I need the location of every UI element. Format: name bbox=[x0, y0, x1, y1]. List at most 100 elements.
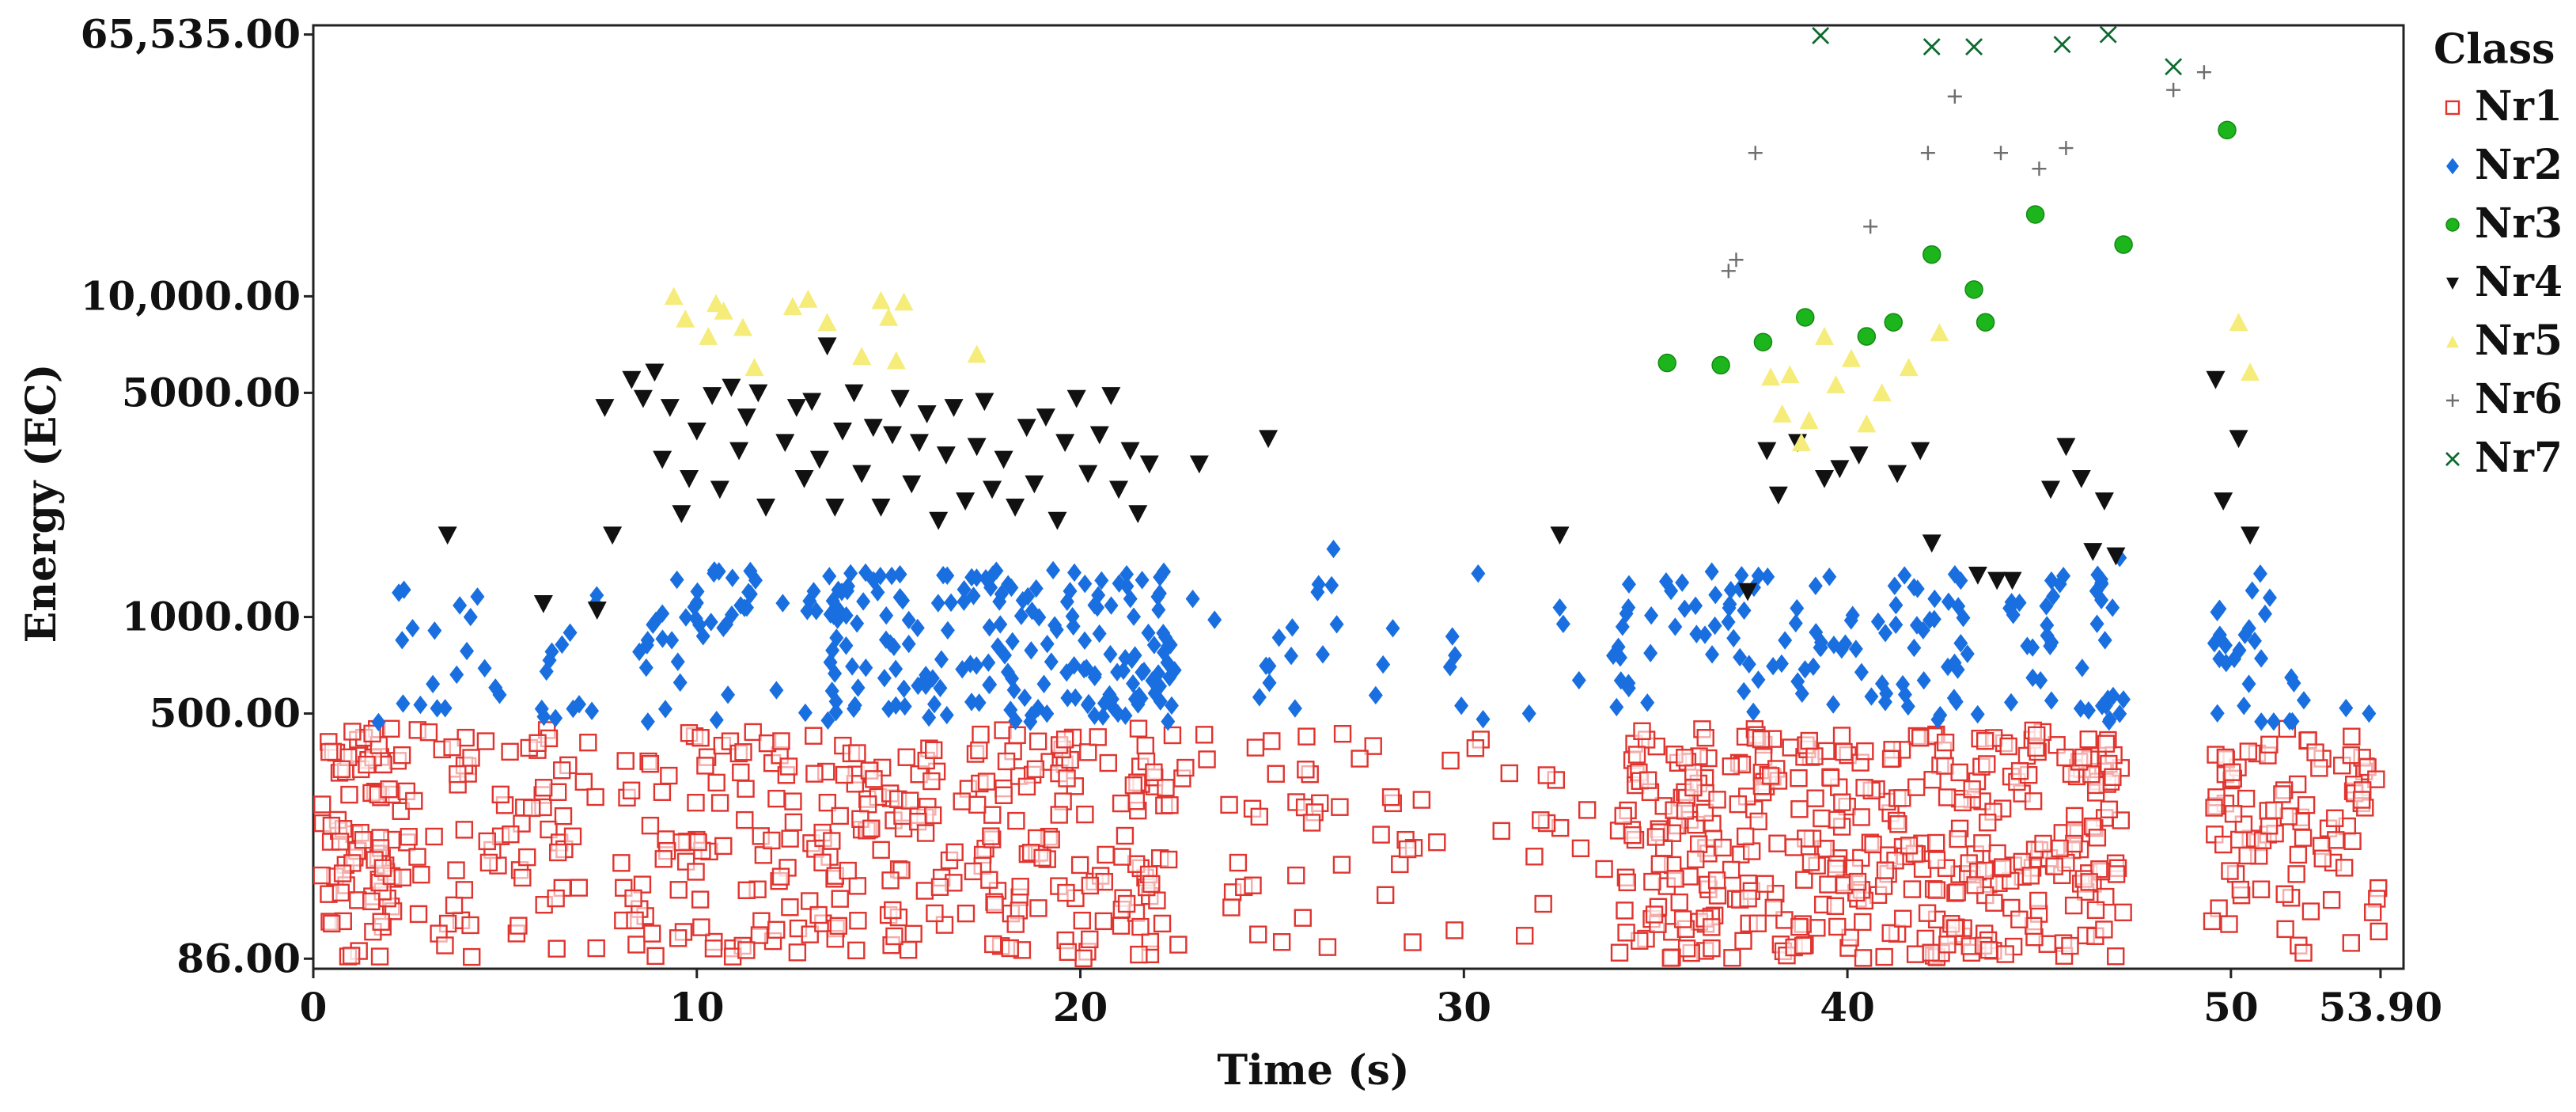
legend-marker-nr3 bbox=[2445, 218, 2460, 232]
nr1-point bbox=[1614, 806, 1632, 825]
nr1-point bbox=[1116, 826, 1135, 845]
nr2-point bbox=[2056, 567, 2071, 586]
nr2-point bbox=[769, 681, 784, 700]
nr2-point bbox=[1152, 583, 1167, 603]
nr1-point bbox=[922, 772, 941, 791]
nr2-point bbox=[1092, 624, 1107, 643]
series-nr2 bbox=[371, 539, 2377, 732]
nr1-point bbox=[1643, 872, 1661, 891]
nr5-point bbox=[1826, 375, 1846, 393]
nr4-point bbox=[1189, 455, 1209, 474]
nr2-point bbox=[2245, 581, 2260, 600]
nr2-point bbox=[797, 703, 813, 723]
nr1-point bbox=[1097, 845, 1115, 864]
nr2-point bbox=[1163, 635, 1178, 655]
nr1-point bbox=[1113, 848, 1131, 866]
nr1-point bbox=[1516, 927, 1534, 945]
nr2-point bbox=[992, 592, 1007, 611]
nr1-point bbox=[1081, 930, 1099, 949]
nr2-point bbox=[453, 596, 468, 615]
nr2-point bbox=[856, 592, 871, 611]
nr1-point bbox=[1616, 901, 1634, 920]
nr2-point bbox=[539, 662, 554, 681]
nr2-point bbox=[1788, 613, 1803, 633]
nr2-point bbox=[544, 642, 559, 662]
nr4-point bbox=[936, 446, 956, 465]
nr1-point bbox=[518, 848, 536, 867]
nr4-point bbox=[917, 405, 937, 423]
nr1-point bbox=[704, 939, 723, 958]
nr4-point bbox=[1987, 571, 2007, 590]
nr1-point bbox=[2221, 862, 2239, 880]
nr2-point bbox=[1941, 592, 1956, 612]
nr4-point bbox=[825, 499, 845, 517]
nr2-point bbox=[1137, 662, 1152, 681]
nr1-point bbox=[1011, 878, 1029, 896]
nr4-point bbox=[1830, 460, 1850, 479]
nr2-point bbox=[395, 631, 410, 650]
nr4-point bbox=[1768, 486, 1788, 505]
nr2-point bbox=[1029, 579, 1044, 598]
nr2-point bbox=[1077, 660, 1092, 679]
nr2-point bbox=[1790, 672, 1805, 691]
nr1-point bbox=[1220, 795, 1238, 814]
nr2-point bbox=[823, 653, 838, 672]
nr1-point bbox=[443, 738, 461, 757]
nr2-point bbox=[1158, 628, 1173, 647]
nr1-point bbox=[977, 772, 996, 791]
nr1-point bbox=[970, 741, 988, 760]
nr1-point bbox=[1222, 898, 1241, 917]
nr1-point bbox=[1391, 855, 1409, 874]
nr2-point bbox=[800, 602, 815, 621]
nr2-point bbox=[1845, 605, 1860, 624]
nr1-point bbox=[1723, 949, 1741, 967]
nr2-point bbox=[2286, 674, 2301, 693]
nr2-point bbox=[1442, 658, 1457, 677]
nr2-point bbox=[1737, 681, 1752, 701]
nr2-point bbox=[2094, 696, 2109, 715]
x-tick-label: 30 bbox=[1437, 984, 1492, 1030]
y-axis-title: Energy (EC) bbox=[17, 364, 66, 643]
series-nr1 bbox=[313, 719, 2388, 968]
nr1-point bbox=[696, 757, 714, 775]
nr1-point bbox=[476, 732, 495, 750]
nr2-point bbox=[488, 678, 503, 697]
nr2-point bbox=[1571, 670, 1586, 690]
nr2-point bbox=[1888, 595, 1904, 615]
nr1-point bbox=[547, 939, 566, 958]
nr1-point bbox=[342, 947, 361, 965]
nr4-point bbox=[929, 511, 949, 530]
nr1-point bbox=[809, 905, 828, 924]
nr1-point bbox=[2010, 761, 2029, 780]
nr2-point bbox=[2207, 634, 2222, 653]
nr2-point bbox=[687, 598, 702, 617]
nr2-point bbox=[1927, 589, 1942, 609]
nr2-point bbox=[1615, 617, 1630, 636]
nr1-point bbox=[831, 890, 849, 908]
nr1-point bbox=[1994, 858, 2012, 876]
nr1-point bbox=[1617, 924, 1635, 942]
nr1-point bbox=[763, 831, 781, 850]
nr1-point bbox=[1841, 928, 1859, 947]
nr1-point bbox=[1131, 917, 1150, 936]
nr2-point bbox=[1606, 646, 1621, 666]
nr3-point bbox=[1922, 245, 1941, 264]
nr2-point bbox=[1024, 641, 1039, 660]
legend-label-nr4: Nr4 bbox=[2475, 258, 2563, 306]
nr4-point bbox=[2214, 492, 2233, 511]
nr1-point bbox=[1922, 943, 1940, 962]
nr2-point bbox=[897, 696, 912, 716]
nr1-point bbox=[862, 819, 881, 837]
nr1-point bbox=[641, 816, 660, 835]
nr1-point bbox=[2342, 934, 2360, 952]
nr1-point bbox=[744, 723, 762, 742]
nr1-point bbox=[801, 892, 819, 910]
nr1-point bbox=[805, 765, 824, 783]
nr1-point bbox=[1229, 853, 1248, 872]
nr2-point bbox=[1104, 596, 1119, 615]
nr1-point bbox=[1855, 779, 1873, 797]
nr1-point bbox=[899, 941, 918, 959]
nr1-point bbox=[1372, 825, 1390, 844]
nr1-point bbox=[1945, 919, 1964, 937]
nr2-point bbox=[1153, 677, 1168, 696]
